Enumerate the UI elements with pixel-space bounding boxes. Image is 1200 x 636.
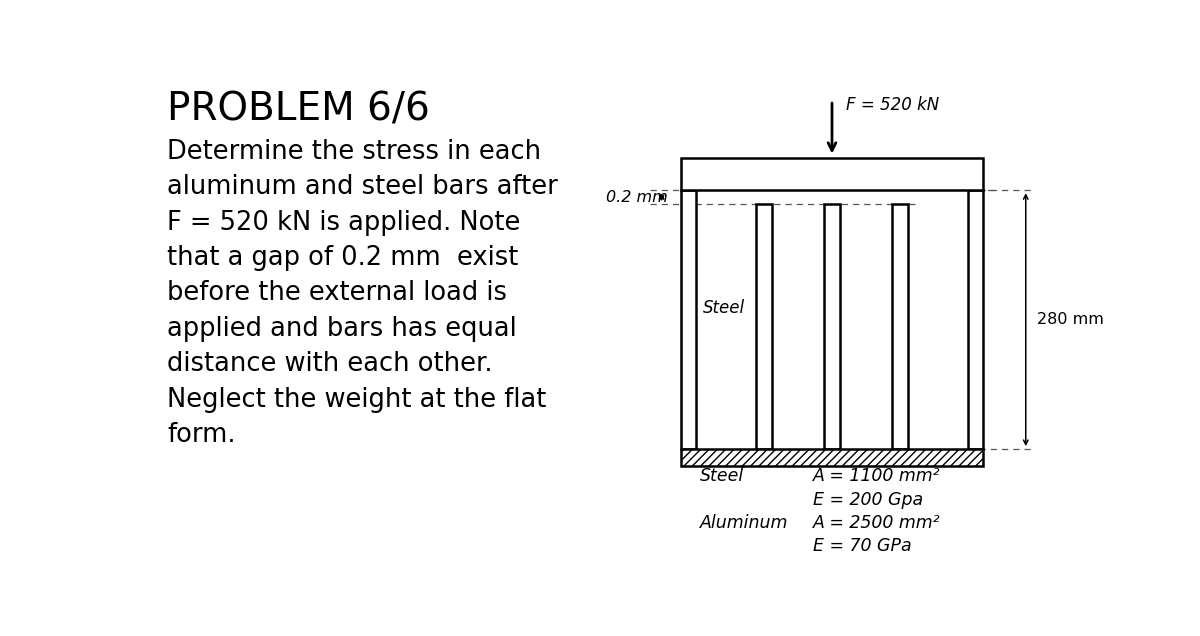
Text: F = 520 kN is applied. Note: F = 520 kN is applied. Note	[167, 209, 521, 235]
Bar	[824, 204, 840, 449]
Text: form.: form.	[167, 422, 235, 448]
Text: 0.2 mm: 0.2 mm	[606, 190, 667, 205]
Text: PROBLEM 6/6: PROBLEM 6/6	[167, 90, 430, 128]
Text: applied and bars has equal: applied and bars has equal	[167, 316, 517, 342]
Text: that a gap of 0.2 mm  exist: that a gap of 0.2 mm exist	[167, 245, 518, 271]
Text: Steel: Steel	[702, 299, 745, 317]
Bar	[680, 449, 983, 466]
Text: A = 2500 mm²: A = 2500 mm²	[812, 514, 941, 532]
Text: E = 200 Gpa: E = 200 Gpa	[812, 490, 923, 509]
Text: Steel: Steel	[701, 467, 744, 485]
Bar	[892, 204, 907, 449]
Text: distance with each other.: distance with each other.	[167, 351, 492, 377]
Bar	[756, 204, 772, 449]
Text: aluminum and steel bars after: aluminum and steel bars after	[167, 174, 558, 200]
Text: 280 mm: 280 mm	[1037, 312, 1104, 327]
Text: Aluminum: Aluminum	[701, 514, 788, 532]
Text: Determine the stress in each: Determine the stress in each	[167, 139, 541, 165]
Bar	[967, 190, 983, 449]
Text: Neglect the weight at the flat: Neglect the weight at the flat	[167, 387, 546, 413]
Bar	[680, 190, 696, 449]
Text: F = 520 kN: F = 520 kN	[846, 96, 940, 114]
Text: E = 70 GPa: E = 70 GPa	[812, 537, 911, 555]
Text: before the external load is: before the external load is	[167, 280, 508, 307]
Bar	[680, 158, 983, 190]
Text: A = 1100 mm²: A = 1100 mm²	[812, 467, 941, 485]
